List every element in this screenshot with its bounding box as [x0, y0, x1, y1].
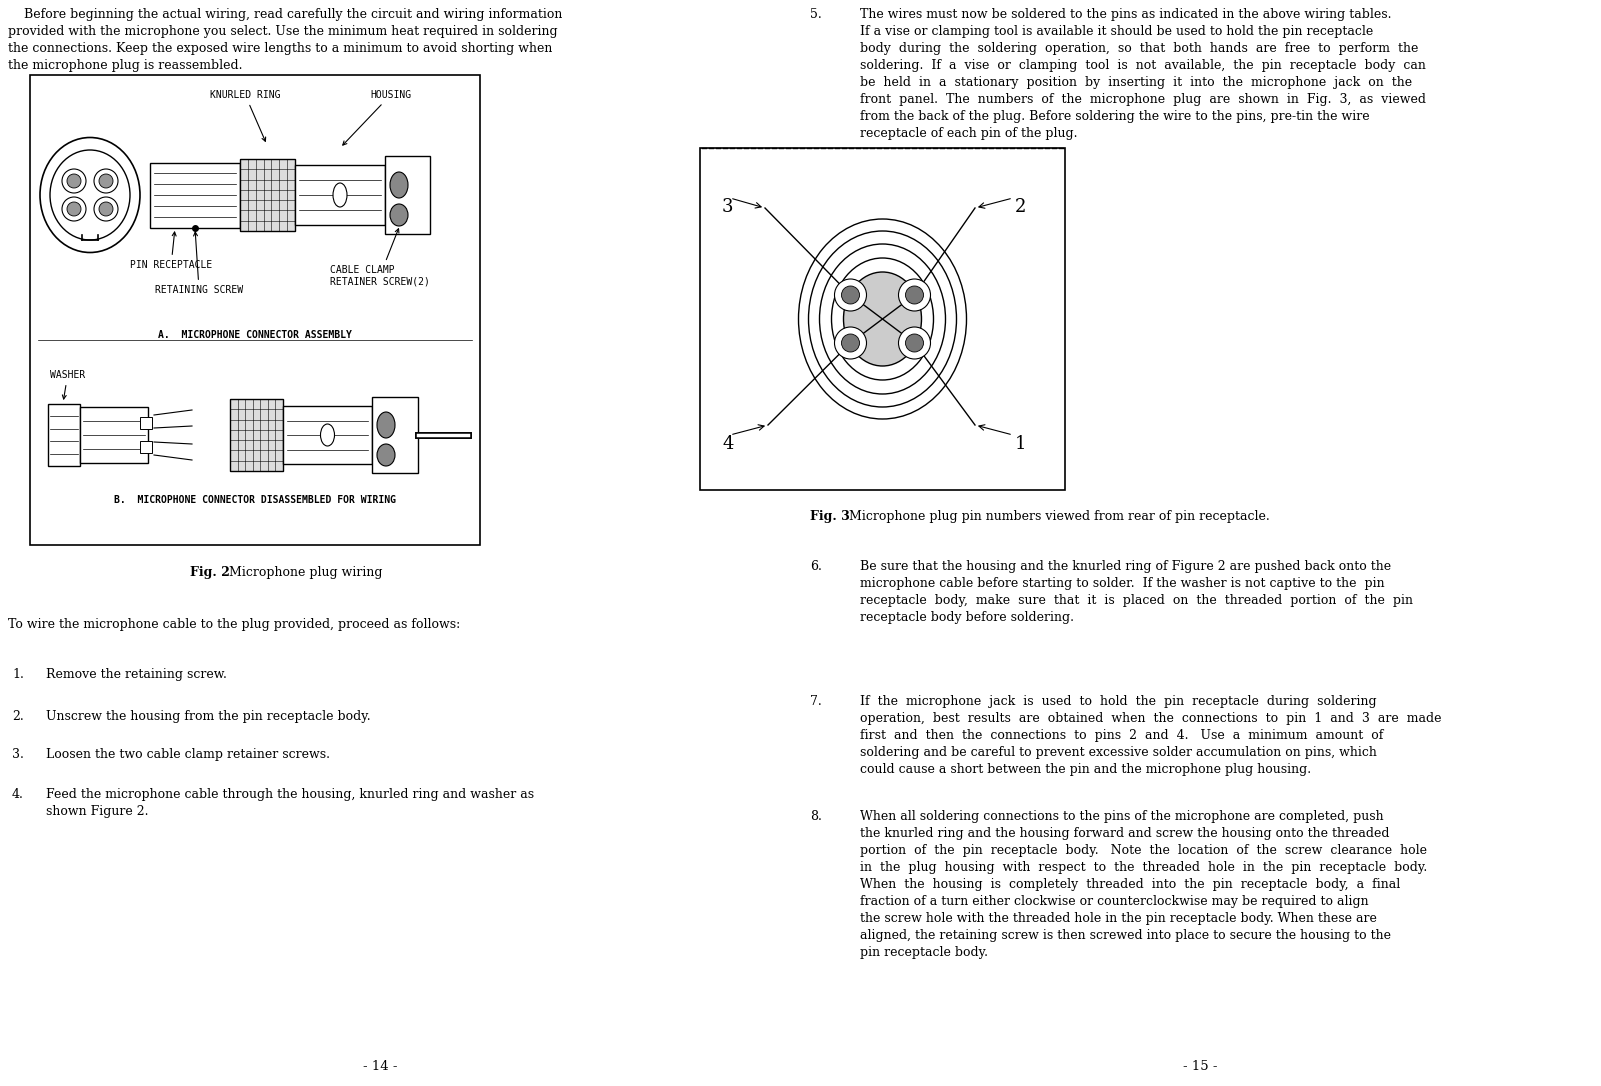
Circle shape: [906, 286, 924, 304]
Text: B.  MICROPHONE CONNECTOR DISASSEMBLED FOR WIRING: B. MICROPHONE CONNECTOR DISASSEMBLED FOR…: [114, 495, 395, 505]
Circle shape: [834, 327, 866, 359]
Text: HOUSING: HOUSING: [343, 90, 411, 146]
Circle shape: [834, 279, 866, 311]
Text: Loosen the two cable clamp retainer screws.: Loosen the two cable clamp retainer scre…: [46, 748, 330, 761]
Text: Be sure that the housing and the knurled ring of Figure 2 are pushed back onto t: Be sure that the housing and the knurled…: [860, 560, 1414, 624]
Ellipse shape: [333, 184, 347, 207]
Text: If  the  microphone  jack  is  used  to  hold  the  pin  receptacle  during  sol: If the microphone jack is used to hold t…: [860, 695, 1441, 776]
Ellipse shape: [391, 204, 408, 226]
Circle shape: [898, 327, 930, 359]
Circle shape: [67, 202, 82, 216]
Bar: [371, 397, 418, 473]
Bar: [150, 163, 240, 227]
Bar: [139, 441, 152, 453]
Circle shape: [842, 334, 860, 352]
Text: Feed the microphone cable through the housing, knurled ring and washer as
shown : Feed the microphone cable through the ho…: [46, 788, 535, 818]
Text: Microphone plug wiring: Microphone plug wiring: [226, 566, 383, 579]
Text: PIN RECEPTACLE: PIN RECEPTACLE: [130, 232, 213, 270]
Text: Unscrew the housing from the pin receptacle body.: Unscrew the housing from the pin recepta…: [46, 710, 370, 723]
Circle shape: [67, 174, 82, 188]
Text: KNURLED RING: KNURLED RING: [210, 90, 280, 141]
Text: Before beginning the actual wiring, read carefully the circuit and wiring inform: Before beginning the actual wiring, read…: [8, 8, 562, 72]
Text: 7.: 7.: [810, 695, 821, 708]
Text: 1: 1: [1015, 435, 1026, 453]
Circle shape: [94, 169, 118, 193]
Text: 2.: 2.: [11, 710, 24, 723]
Text: RETAINING SCREW: RETAINING SCREW: [155, 232, 243, 295]
Text: 2: 2: [1015, 198, 1026, 216]
Text: Remove the retaining screw.: Remove the retaining screw.: [46, 668, 227, 681]
Circle shape: [842, 286, 860, 304]
Circle shape: [62, 197, 86, 220]
Ellipse shape: [50, 150, 130, 240]
Bar: [30, 75, 480, 545]
Circle shape: [898, 279, 930, 311]
Bar: [80, 407, 147, 463]
Bar: [295, 165, 384, 225]
Ellipse shape: [40, 138, 139, 253]
Bar: [700, 148, 1065, 490]
Circle shape: [62, 169, 86, 193]
Text: 6.: 6.: [810, 560, 821, 573]
Bar: [384, 156, 431, 233]
Text: To wire the microphone cable to the plug provided, proceed as follows:: To wire the microphone cable to the plug…: [8, 618, 459, 631]
Text: 3.: 3.: [11, 748, 24, 761]
Bar: [231, 399, 283, 471]
Circle shape: [906, 334, 924, 352]
Text: Fig. 2: Fig. 2: [191, 566, 231, 579]
Text: When all soldering connections to the pins of the microphone are completed, push: When all soldering connections to the pi…: [860, 810, 1426, 959]
Bar: [139, 417, 152, 429]
Text: 3: 3: [722, 198, 733, 216]
Bar: [240, 159, 295, 231]
Ellipse shape: [376, 444, 395, 466]
Ellipse shape: [320, 424, 335, 446]
Text: Microphone plug pin numbers viewed from rear of pin receptacle.: Microphone plug pin numbers viewed from …: [845, 510, 1270, 523]
Text: 1.: 1.: [11, 668, 24, 681]
Bar: [48, 404, 80, 466]
Bar: [283, 406, 371, 464]
Text: - 14 -: - 14 -: [363, 1060, 397, 1073]
Text: 8.: 8.: [810, 810, 821, 823]
Text: A.  MICROPHONE CONNECTOR ASSEMBLY: A. MICROPHONE CONNECTOR ASSEMBLY: [158, 330, 352, 340]
Text: 4: 4: [722, 435, 733, 453]
Text: WASHER: WASHER: [50, 370, 85, 399]
Text: - 15 -: - 15 -: [1183, 1060, 1217, 1073]
Ellipse shape: [376, 412, 395, 438]
Text: The wires must now be soldered to the pins as indicated in the above wiring tabl: The wires must now be soldered to the pi…: [860, 8, 1426, 140]
Circle shape: [99, 202, 114, 216]
Circle shape: [99, 174, 114, 188]
Text: Fig. 3: Fig. 3: [810, 510, 850, 523]
Text: 4.: 4.: [11, 788, 24, 801]
Circle shape: [94, 197, 118, 220]
Ellipse shape: [844, 272, 922, 366]
Text: CABLE CLAMP
RETAINER SCREW(2): CABLE CLAMP RETAINER SCREW(2): [330, 229, 431, 287]
Text: 5.: 5.: [810, 8, 821, 21]
Ellipse shape: [391, 172, 408, 198]
